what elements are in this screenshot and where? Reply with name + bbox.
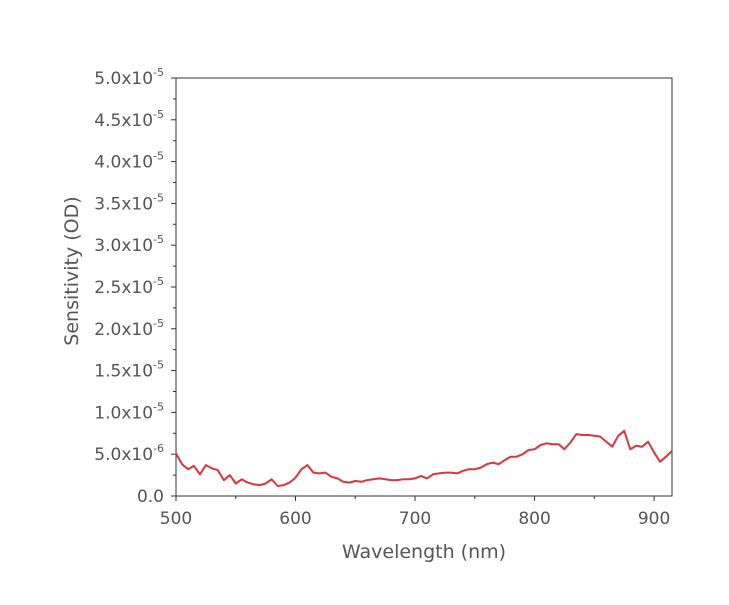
y-axis-ticks: 0.0 5.0x10-6 1.0x10-5 1.5x10-5 2.0x10-5 2.5x1…	[94, 66, 176, 507]
series-line	[175, 429, 673, 487]
x-tick-label: 700	[399, 509, 431, 529]
y-tick-label: 2.0x10-5	[94, 317, 164, 340]
x-axis-ticks: 500 600 700 800 900	[160, 496, 670, 529]
x-tick-label: 600	[279, 509, 311, 529]
y-tick-label: 1.5x10-5	[94, 359, 164, 382]
y-tick-label: 4.0x10-5	[94, 150, 164, 173]
y-tick-label: 2.5x10-5	[94, 275, 164, 298]
y-tick-label: 3.5x10-5	[94, 191, 164, 214]
y-tick-label: 3.0x10-5	[94, 233, 164, 256]
x-tick-label: 500	[160, 509, 192, 529]
x-axis-title: Wavelength (nm)	[342, 541, 506, 563]
series-layer	[175, 429, 673, 487]
y-tick-label: 4.5x10-5	[94, 108, 164, 131]
x-tick-label: 900	[638, 509, 670, 529]
y-tick-label: 0.0	[137, 487, 164, 507]
plot-frame	[175, 77, 673, 497]
y-tick-label: 5.0x10-5	[94, 66, 164, 89]
y-axis-title: Sensitivity (OD)	[61, 196, 83, 345]
y-tick-label: 5.0x10-6	[94, 442, 164, 465]
y-tick-label: 1.0x10-5	[94, 400, 164, 423]
x-tick-label: 800	[518, 509, 550, 529]
